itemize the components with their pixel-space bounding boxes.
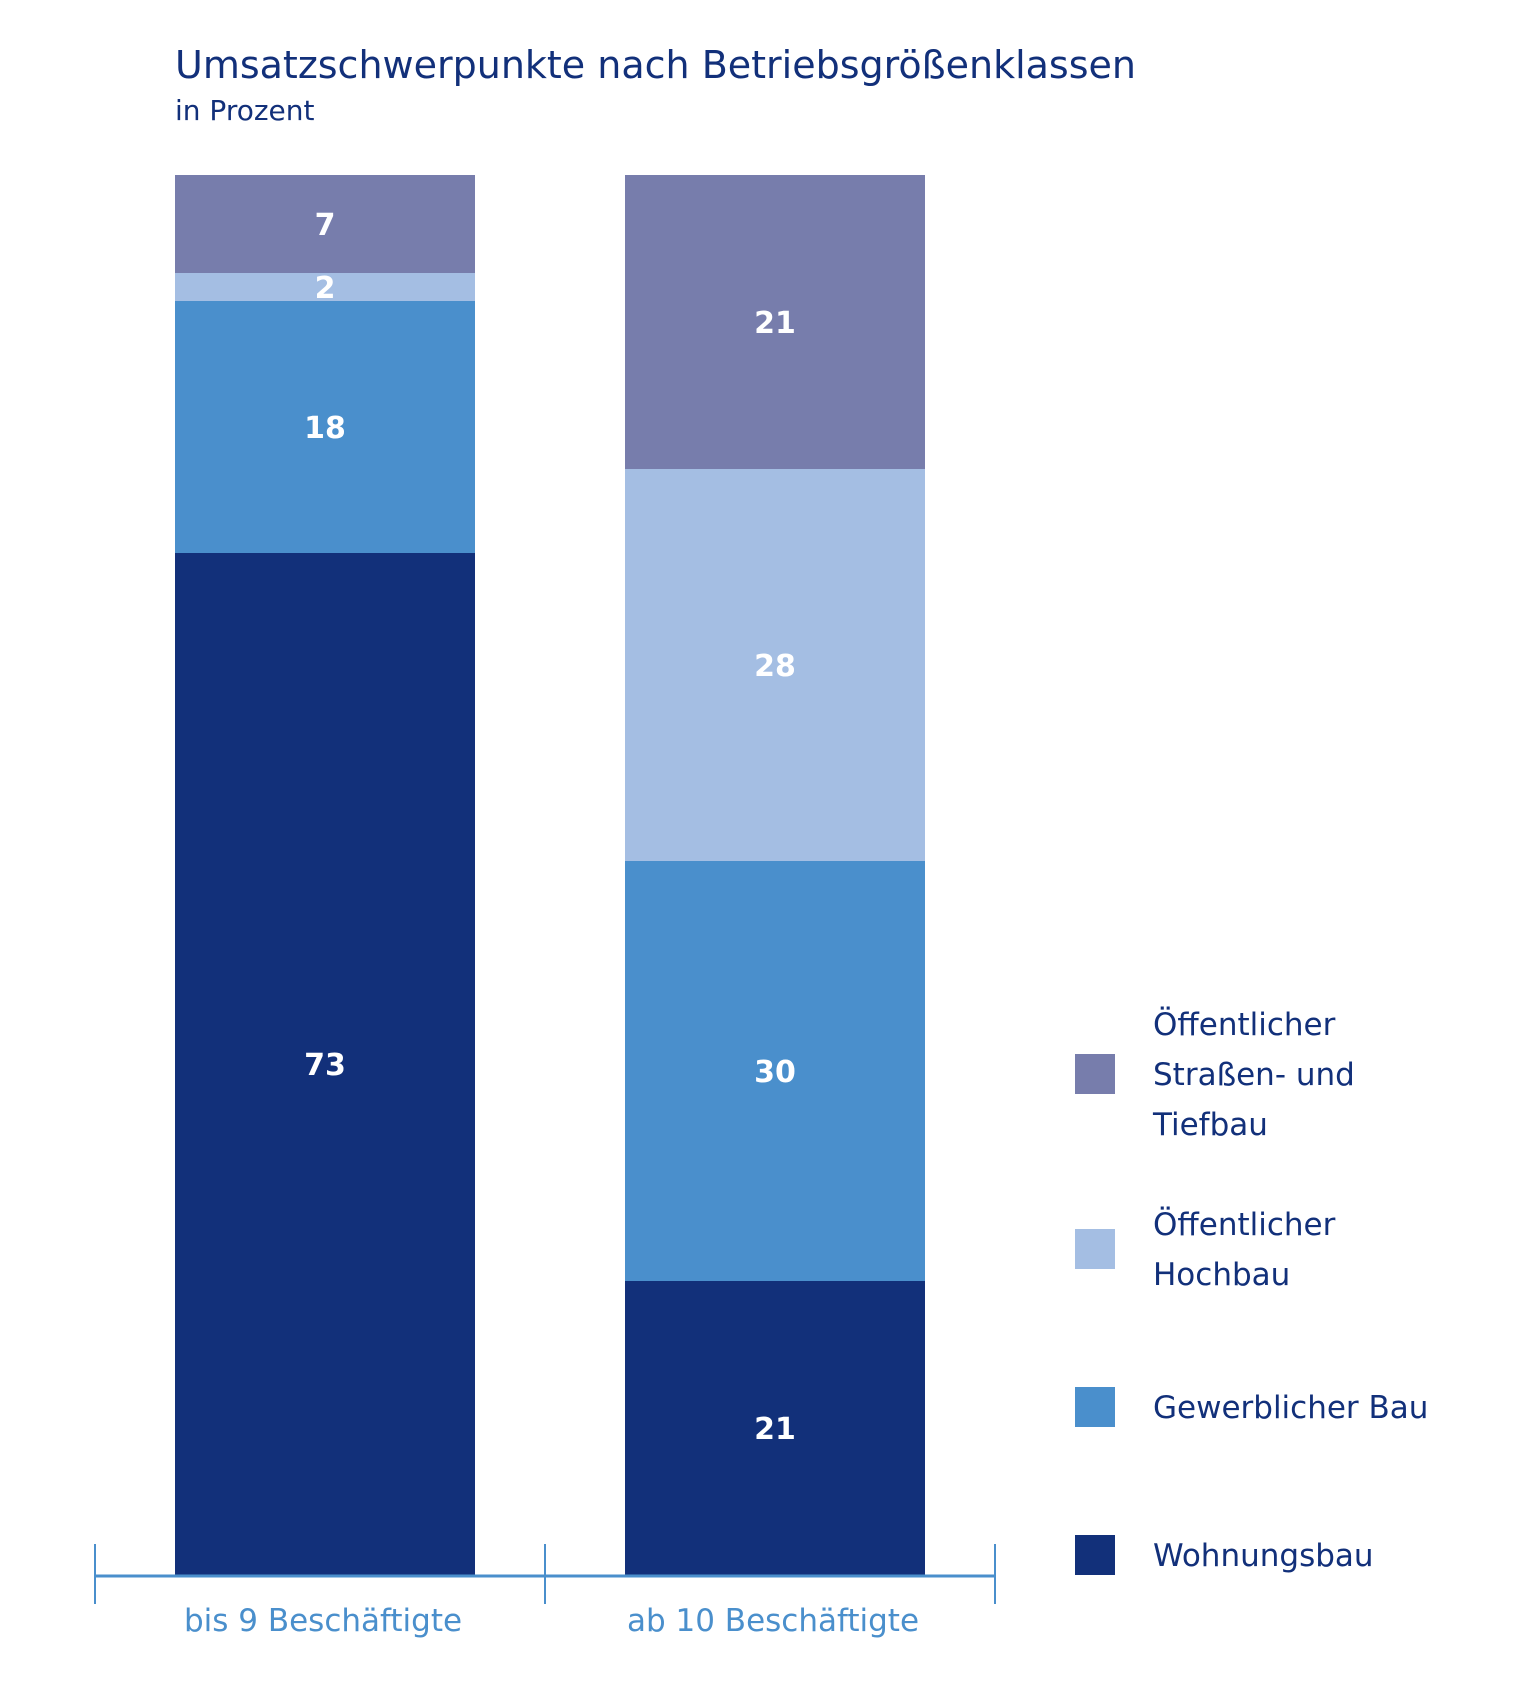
chart-title: Umsatzschwerpunkte nach Betriebsgrößenkl… xyxy=(175,43,1136,87)
legend-item-1: Öffentlicher Straßen- und Tiefbau xyxy=(1075,1006,1355,1143)
legend-item-3: Gewerblicher Bau xyxy=(1075,1387,1428,1427)
legend-swatch xyxy=(1075,1229,1115,1269)
data-label: 7 xyxy=(315,208,336,243)
data-label: 21 xyxy=(754,306,796,341)
legend-swatch xyxy=(1075,1054,1115,1094)
data-label: 18 xyxy=(304,411,346,446)
bar-segment-1-1 xyxy=(175,553,475,1575)
data-label: 21 xyxy=(754,1412,796,1447)
legend-swatch xyxy=(1075,1535,1115,1575)
bar-segment-2-1 xyxy=(625,1281,925,1575)
category-label-2: ab 10 Beschäftigte xyxy=(627,1603,919,1639)
bars-group: 73 18 2 7 21 30 28 21 xyxy=(175,175,925,1575)
legend-item-4: Wohnungsbau xyxy=(1075,1535,1374,1575)
legend-label: Wohnungsbau xyxy=(1153,1538,1374,1574)
data-label: 2 xyxy=(315,271,336,306)
legend-swatch xyxy=(1075,1387,1115,1427)
legend-label: Gewerblicher Bau xyxy=(1153,1390,1428,1426)
legend-label: Hochbau xyxy=(1153,1257,1290,1293)
x-axis: bis 9 Beschäftigte ab 10 Beschäftigte xyxy=(94,1544,996,1639)
bar-segment-2-2 xyxy=(625,861,925,1281)
legend-label: Straßen- und xyxy=(1153,1057,1355,1093)
legend-label: Öffentlicher xyxy=(1153,1206,1336,1243)
bar-segment-1-4 xyxy=(175,175,475,273)
legend-item-2: Öffentlicher Hochbau xyxy=(1075,1206,1336,1293)
chart-subtitle: in Prozent xyxy=(175,94,315,127)
legend-label: Öffentlicher xyxy=(1153,1006,1336,1043)
bar-segment-1-2 xyxy=(175,301,475,553)
bar-segment-2-4 xyxy=(625,175,925,469)
bar-segment-2-3 xyxy=(625,469,925,861)
category-label-1: bis 9 Beschäftigte xyxy=(184,1603,462,1639)
data-label: 28 xyxy=(754,649,796,684)
bar-segment-1-3 xyxy=(175,273,475,301)
data-label: 73 xyxy=(304,1048,346,1083)
data-label: 30 xyxy=(754,1055,796,1090)
legend-label: Tiefbau xyxy=(1152,1107,1268,1143)
